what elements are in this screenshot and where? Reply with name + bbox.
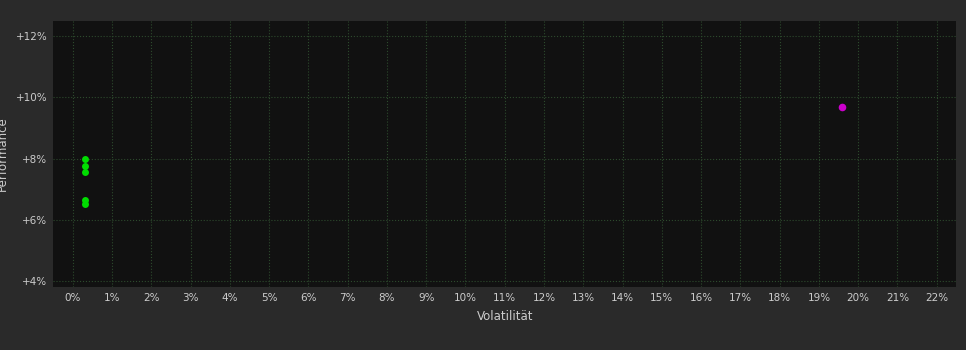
Point <box>77 202 93 207</box>
Point <box>77 156 93 161</box>
X-axis label: Volatilität: Volatilität <box>476 309 533 322</box>
Y-axis label: Performance: Performance <box>0 117 9 191</box>
Point <box>77 169 93 175</box>
Point <box>835 104 850 110</box>
Point <box>77 197 93 203</box>
Point <box>77 163 93 169</box>
